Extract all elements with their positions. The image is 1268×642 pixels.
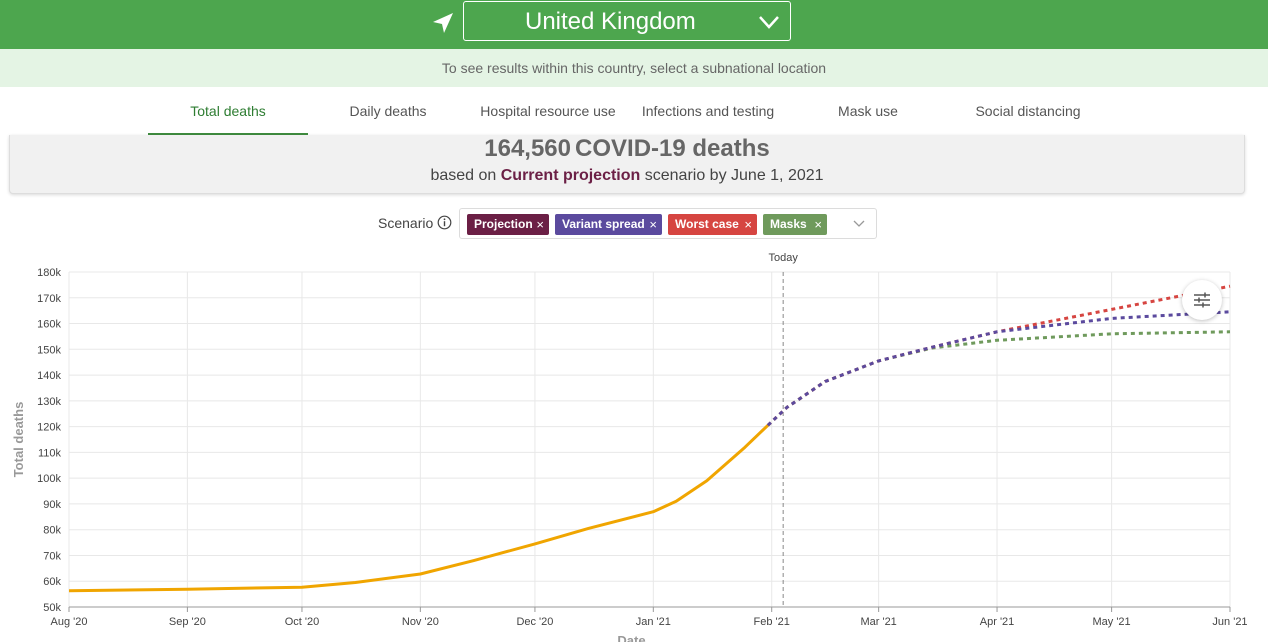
- scenario-line-1: [766, 330, 1231, 427]
- current-scenario-name: Current projection: [500, 167, 641, 184]
- x-tick-label: Aug '20: [51, 616, 88, 628]
- chevron-down-icon: [759, 16, 779, 29]
- observed-deaths-line: [68, 424, 769, 593]
- x-tick-label: Dec '20: [516, 616, 553, 628]
- x-tick-label: May '21: [1093, 616, 1131, 628]
- y-tick-label: 120k: [37, 422, 61, 434]
- scenario-date-text: scenario by June 1, 2021: [644, 167, 824, 184]
- scenario-label: Scenario: [378, 215, 434, 231]
- sliders-icon: [1194, 292, 1210, 308]
- y-tick-label: 140k: [37, 370, 61, 382]
- x-axis-title: Date: [617, 633, 645, 642]
- based-on-text: based on: [430, 167, 497, 184]
- scenario-line-3: [766, 310, 1231, 427]
- info-icon[interactable]: [437, 215, 452, 230]
- chip-label: Projection: [474, 217, 533, 231]
- deaths-count-label: COVID-19 deaths: [575, 135, 770, 162]
- top-bar: United Kingdom: [0, 0, 1268, 49]
- deaths-summary: 164,560 COVID-19 deaths based on Current …: [9, 135, 1245, 194]
- y-axis-title: Total deaths: [11, 402, 26, 478]
- y-tick-label: 170k: [37, 293, 61, 305]
- subnational-hint: To see results within this country, sele…: [0, 49, 1268, 87]
- total-deaths-chart: 50k 60k 70k 80k 90k 100k 110k 120k 130k 140k 150k 1…: [11, 252, 1248, 642]
- scenario-line-2: [766, 284, 1231, 427]
- tab-social-distancing[interactable]: Social distancing: [975, 103, 1081, 119]
- tab-daily-deaths[interactable]: Daily deaths: [349, 103, 427, 119]
- x-tick-label: Jun '21: [1212, 616, 1247, 628]
- today-label: Today: [768, 252, 798, 264]
- chip-label: Variant spread: [562, 217, 645, 231]
- remove-chip-icon[interactable]: ×: [744, 217, 752, 232]
- chip-label: Worst case: [675, 217, 739, 231]
- remove-chip-icon[interactable]: ×: [649, 217, 657, 232]
- x-tick-label: Sep '20: [169, 616, 206, 628]
- chevron-down-icon[interactable]: [853, 220, 865, 228]
- tab-total-deaths[interactable]: Total deaths: [148, 87, 308, 135]
- deaths-count: 164,560: [484, 135, 572, 162]
- remove-chip-icon[interactable]: ×: [814, 217, 822, 232]
- scenario-multiselect[interactable]: Projection × Variant spread × Worst case…: [459, 208, 877, 239]
- scenario-chip-variant-spread[interactable]: Variant spread ×: [555, 214, 662, 235]
- y-tick-label: 180k: [37, 267, 61, 279]
- deaths-headline: 164,560 COVID-19 deaths: [10, 135, 1244, 163]
- y-tick-label: 60k: [43, 576, 61, 588]
- x-tick-label: Nov '20: [402, 616, 439, 628]
- tab-mask-use[interactable]: Mask use: [838, 103, 898, 119]
- tab-infections-and-testing[interactable]: Infections and testing: [641, 103, 775, 119]
- x-tick-label: Jan '21: [636, 616, 671, 628]
- chart-options-button[interactable]: [1182, 280, 1222, 320]
- location-arrow-icon[interactable]: [430, 10, 456, 36]
- scenario-chip-projection[interactable]: Projection ×: [467, 214, 549, 235]
- y-tick-label: 50k: [43, 602, 61, 614]
- x-tick-label: Feb '21: [754, 616, 790, 628]
- y-tick-label: 100k: [37, 473, 61, 485]
- scenario-chip-worst-case[interactable]: Worst case ×: [668, 214, 757, 235]
- chip-label: Masks: [770, 217, 807, 231]
- scenario-chip-masks[interactable]: Masks ×: [763, 214, 827, 235]
- y-tick-label: 70k: [43, 550, 61, 562]
- y-tick-label: 130k: [37, 396, 61, 408]
- y-tick-label: 150k: [37, 344, 61, 356]
- tab-bar: Total deaths Daily deaths Hospital resou…: [0, 87, 1268, 135]
- x-tick-label: Apr '21: [980, 616, 1015, 628]
- x-tick-label: Oct '20: [285, 616, 320, 628]
- country-name: United Kingdom: [525, 8, 696, 35]
- tab-hospital-resource-use[interactable]: Hospital resource use: [480, 103, 616, 119]
- country-select[interactable]: United Kingdom: [463, 1, 791, 41]
- y-tick-label: 80k: [43, 525, 61, 537]
- remove-chip-icon[interactable]: ×: [536, 217, 544, 232]
- y-tick-label: 90k: [43, 499, 61, 511]
- y-tick-label: 160k: [37, 319, 61, 331]
- x-tick-label: Mar '21: [860, 616, 896, 628]
- y-tick-label: 110k: [38, 447, 62, 459]
- scenario-line: based on Current projection scenario by …: [10, 166, 1244, 186]
